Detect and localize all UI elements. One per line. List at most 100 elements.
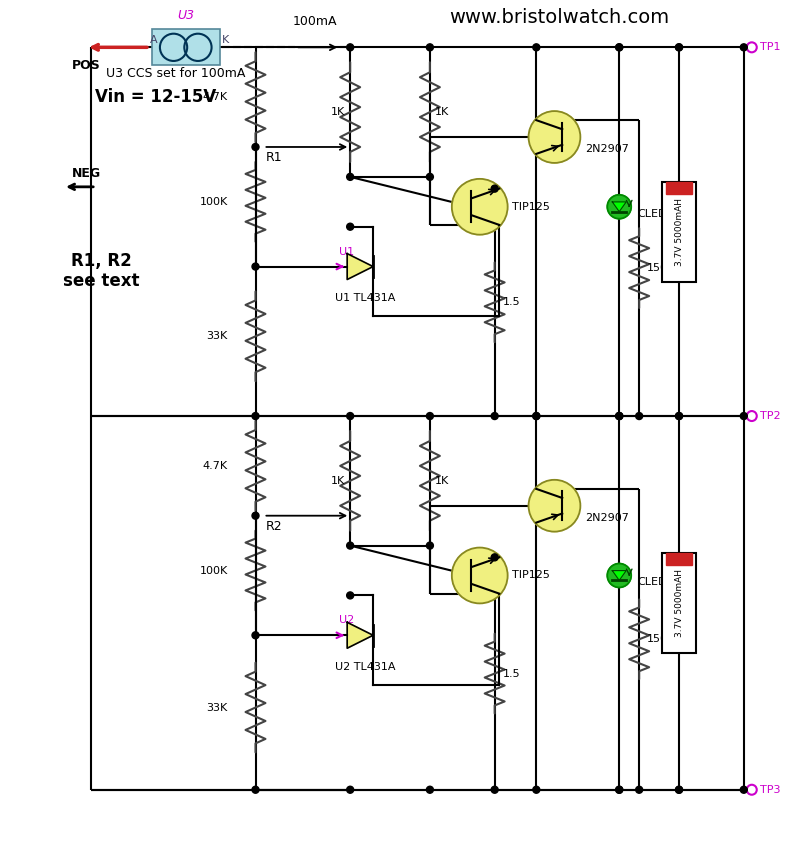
- Circle shape: [616, 44, 622, 51]
- Text: NEG: NEG: [71, 167, 101, 180]
- Text: 1.5: 1.5: [502, 669, 520, 679]
- Circle shape: [426, 787, 434, 794]
- Text: 150: 150: [647, 634, 668, 645]
- Circle shape: [426, 413, 434, 419]
- Circle shape: [746, 411, 757, 421]
- Circle shape: [491, 787, 498, 794]
- Bar: [152, 29, 220, 65]
- Text: 2N2907: 2N2907: [586, 513, 630, 523]
- Circle shape: [675, 787, 682, 794]
- Text: 1K: 1K: [331, 107, 345, 117]
- Text: 1.5: 1.5: [502, 297, 520, 307]
- Circle shape: [616, 787, 622, 794]
- Circle shape: [675, 413, 682, 419]
- Circle shape: [607, 563, 631, 587]
- Text: U2 TL431A: U2 TL431A: [335, 663, 395, 672]
- Bar: [662, 553, 696, 653]
- Text: TIP125: TIP125: [512, 570, 550, 580]
- Circle shape: [740, 413, 747, 419]
- Bar: [666, 553, 692, 565]
- Text: www.bristolwatch.com: www.bristolwatch.com: [450, 8, 670, 27]
- Circle shape: [346, 542, 354, 549]
- Polygon shape: [612, 571, 626, 580]
- Circle shape: [616, 787, 622, 794]
- Text: 33K: 33K: [206, 331, 228, 342]
- Text: TP1: TP1: [760, 42, 780, 52]
- Circle shape: [616, 413, 622, 419]
- Text: U2: U2: [338, 615, 354, 626]
- Circle shape: [533, 413, 540, 419]
- Circle shape: [636, 787, 642, 794]
- Circle shape: [533, 787, 540, 794]
- Circle shape: [616, 413, 622, 419]
- Text: 4.7K: 4.7K: [202, 92, 228, 102]
- Circle shape: [426, 44, 434, 51]
- Circle shape: [529, 111, 580, 163]
- Circle shape: [252, 413, 259, 419]
- Circle shape: [252, 787, 259, 794]
- Circle shape: [491, 185, 498, 192]
- Circle shape: [616, 413, 622, 419]
- Polygon shape: [612, 202, 626, 211]
- Text: R2: R2: [266, 520, 282, 532]
- Circle shape: [346, 413, 354, 419]
- Circle shape: [346, 44, 354, 51]
- Text: Vin = 12-15V: Vin = 12-15V: [95, 88, 217, 106]
- Circle shape: [636, 413, 642, 419]
- Circle shape: [675, 44, 682, 51]
- Text: 100mA: 100mA: [293, 15, 338, 28]
- Circle shape: [426, 542, 434, 549]
- Text: R1, R2
see text: R1, R2 see text: [62, 252, 139, 290]
- Bar: [666, 181, 692, 193]
- Text: TP2: TP2: [760, 411, 780, 421]
- Text: 3.7V 5000mAH: 3.7V 5000mAH: [674, 569, 683, 637]
- Polygon shape: [347, 622, 373, 648]
- Circle shape: [346, 174, 354, 181]
- Circle shape: [252, 512, 259, 520]
- Circle shape: [491, 554, 498, 561]
- Text: K: K: [222, 35, 229, 45]
- Circle shape: [533, 44, 540, 51]
- Text: A: A: [150, 35, 158, 45]
- Circle shape: [252, 263, 259, 270]
- Circle shape: [675, 787, 682, 794]
- Circle shape: [675, 413, 682, 419]
- Circle shape: [452, 179, 508, 235]
- Text: 1K: 1K: [435, 476, 449, 486]
- Text: 1K: 1K: [331, 476, 345, 486]
- Circle shape: [740, 44, 747, 51]
- Text: CLED1: CLED1: [637, 209, 674, 219]
- Circle shape: [616, 44, 622, 51]
- Text: 150: 150: [647, 263, 668, 273]
- Text: U3 CCS set for 100mA: U3 CCS set for 100mA: [106, 68, 246, 80]
- Text: 2N2907: 2N2907: [586, 144, 630, 154]
- Text: U1 TL431A: U1 TL431A: [335, 294, 395, 303]
- Circle shape: [529, 480, 580, 532]
- Circle shape: [252, 632, 259, 639]
- Text: 1K: 1K: [435, 107, 449, 117]
- Circle shape: [746, 42, 757, 52]
- Circle shape: [452, 548, 508, 603]
- Circle shape: [533, 413, 540, 419]
- Circle shape: [426, 174, 434, 181]
- Circle shape: [740, 787, 747, 794]
- Text: TP3: TP3: [760, 785, 780, 794]
- Circle shape: [607, 195, 631, 219]
- Circle shape: [746, 785, 757, 794]
- Text: 3.7V 5000mAH: 3.7V 5000mAH: [674, 198, 683, 265]
- Text: U1: U1: [338, 247, 354, 257]
- Text: R1: R1: [266, 151, 282, 164]
- Text: U3: U3: [177, 9, 194, 22]
- Text: 100K: 100K: [199, 197, 228, 207]
- Text: 4.7K: 4.7K: [202, 461, 228, 471]
- Text: CLED2: CLED2: [637, 578, 674, 587]
- Bar: [662, 181, 696, 282]
- Circle shape: [346, 787, 354, 794]
- Circle shape: [675, 44, 682, 51]
- Circle shape: [346, 223, 354, 230]
- Polygon shape: [347, 253, 373, 280]
- Text: 100K: 100K: [199, 566, 228, 575]
- Circle shape: [346, 592, 354, 599]
- Circle shape: [491, 413, 498, 419]
- Text: 33K: 33K: [206, 703, 228, 712]
